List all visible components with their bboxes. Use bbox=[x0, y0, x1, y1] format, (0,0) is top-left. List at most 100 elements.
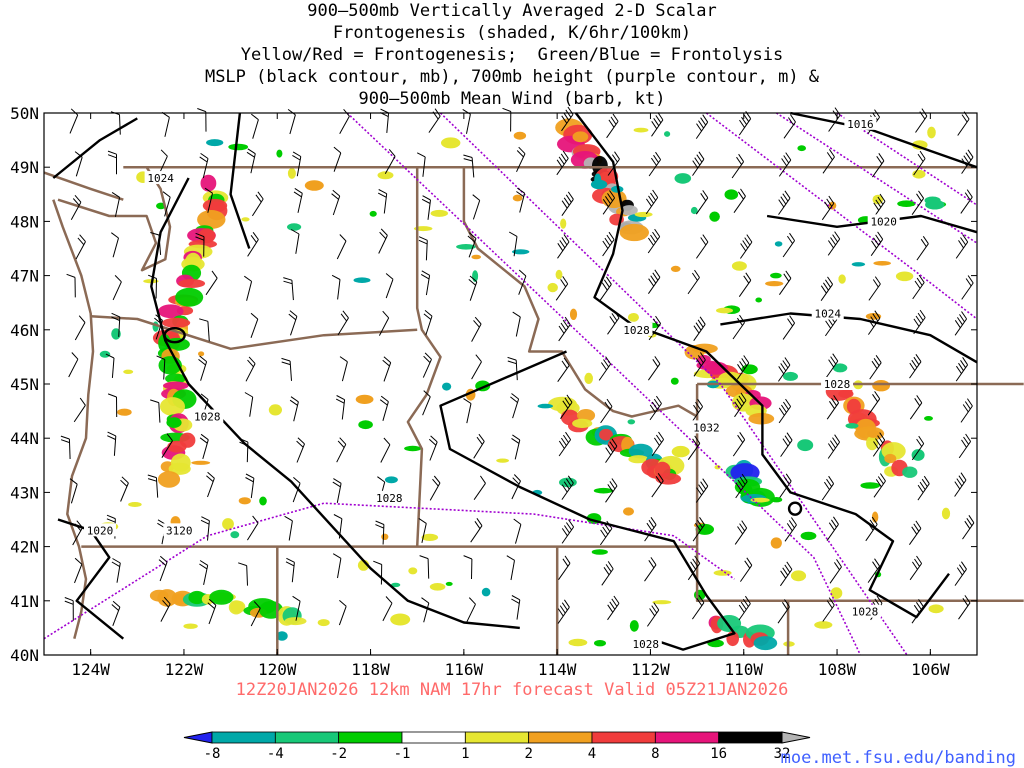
frontogenesis-cell bbox=[634, 211, 653, 218]
colorbar-box bbox=[211, 731, 276, 744]
coastline bbox=[43, 166, 172, 640]
barb-flag bbox=[655, 315, 662, 324]
lon-tick-label: 112W bbox=[631, 660, 670, 679]
frontogenesis-cell bbox=[512, 194, 523, 202]
barb-staff bbox=[513, 236, 518, 257]
barb-flag bbox=[64, 597, 74, 602]
700mb-height-contours bbox=[43, 112, 978, 656]
wind-barb bbox=[518, 269, 527, 295]
wind-barb bbox=[422, 352, 432, 378]
barb-flag bbox=[741, 358, 748, 367]
barb-staff bbox=[208, 605, 217, 625]
wind-barb bbox=[909, 354, 922, 379]
barb-flag bbox=[255, 194, 262, 203]
barb-flag bbox=[605, 447, 612, 456]
barb-flag bbox=[694, 269, 700, 278]
barb-flag bbox=[961, 439, 967, 448]
barb-flag bbox=[875, 438, 882, 447]
frontogenesis-cell bbox=[408, 567, 418, 575]
barb-staff bbox=[385, 279, 394, 299]
barb-staff bbox=[780, 439, 793, 457]
wind-barb bbox=[777, 357, 791, 382]
barb-flag bbox=[780, 363, 787, 372]
barb-flag bbox=[602, 526, 609, 535]
wind-barb bbox=[147, 474, 159, 498]
barb-flag bbox=[513, 474, 521, 482]
barb-flag bbox=[739, 432, 746, 440]
wind-barb bbox=[161, 433, 173, 458]
wind-barb bbox=[782, 315, 796, 340]
wind-barb bbox=[105, 353, 115, 378]
barb-staff bbox=[246, 565, 248, 586]
barb-flag bbox=[783, 155, 790, 164]
barb-flag bbox=[250, 312, 259, 320]
barb-staff bbox=[647, 236, 661, 254]
barb-flag bbox=[744, 595, 751, 604]
barb-flag bbox=[74, 523, 82, 532]
barb-flag bbox=[873, 358, 880, 366]
wind-barb bbox=[510, 393, 520, 419]
barb-flag bbox=[562, 434, 569, 443]
frontogenesis-cell bbox=[866, 435, 879, 451]
barb-flag bbox=[513, 518, 522, 525]
barb-flag bbox=[820, 285, 827, 294]
barb-flag bbox=[919, 481, 926, 490]
wind-barb bbox=[648, 315, 662, 341]
wind-barb bbox=[644, 557, 657, 582]
barb-flag bbox=[245, 477, 254, 483]
wind-barb bbox=[822, 597, 835, 622]
barb-flag bbox=[421, 270, 430, 276]
barb-flag bbox=[150, 232, 160, 236]
barb-staff bbox=[292, 483, 301, 503]
wind-barb bbox=[511, 595, 521, 620]
barb-flag bbox=[111, 191, 120, 198]
barb-flag bbox=[561, 115, 568, 124]
barb-flag bbox=[782, 438, 789, 447]
barb-flag bbox=[828, 522, 835, 531]
wind-barb bbox=[420, 270, 431, 296]
wind-barb bbox=[385, 273, 394, 299]
barb-flag bbox=[286, 557, 295, 563]
barb-flag bbox=[743, 355, 750, 364]
barb-flag bbox=[602, 240, 609, 249]
wind-barb bbox=[60, 435, 71, 460]
barb-staff bbox=[695, 241, 709, 259]
barb-flag bbox=[867, 522, 874, 531]
barb-flag bbox=[746, 557, 753, 566]
barb-flag bbox=[913, 318, 920, 327]
barb-staff bbox=[75, 241, 86, 260]
frontogenesis-cell bbox=[655, 473, 682, 485]
barb-staff bbox=[337, 558, 342, 579]
barb-flag bbox=[604, 196, 611, 205]
barb-flag bbox=[107, 431, 117, 437]
wind-barb bbox=[869, 355, 882, 380]
frontogenesis-cell bbox=[287, 167, 296, 179]
credit-link[interactable]: moe.met.fsu.edu/banding bbox=[780, 748, 1016, 768]
barb-staff bbox=[383, 362, 392, 382]
barb-staff bbox=[155, 477, 159, 498]
wind-barb bbox=[244, 275, 253, 301]
barb-flag bbox=[111, 232, 119, 239]
barb-flag bbox=[692, 438, 699, 447]
wind-barb bbox=[909, 555, 923, 581]
barb-flag bbox=[780, 196, 787, 205]
barb-flag bbox=[739, 119, 745, 128]
barb-flag bbox=[825, 320, 832, 329]
barb-staff bbox=[954, 479, 967, 497]
barb-flag bbox=[433, 475, 441, 484]
wind-barb bbox=[911, 190, 925, 215]
barb-flag bbox=[195, 236, 205, 241]
barb-flag bbox=[469, 275, 478, 283]
lat-tick-label: 50N bbox=[10, 104, 39, 123]
barb-flag bbox=[697, 398, 704, 407]
barb-flag bbox=[423, 355, 431, 363]
wind-barb bbox=[292, 595, 301, 621]
barb-flag bbox=[692, 160, 699, 169]
barb-flag bbox=[879, 473, 886, 482]
barb-flag bbox=[737, 526, 744, 535]
barb-flag bbox=[873, 202, 880, 211]
barb-flag bbox=[653, 154, 659, 163]
barb-flag bbox=[508, 231, 518, 237]
barb-flag bbox=[648, 560, 655, 569]
wind-barb bbox=[70, 194, 82, 220]
